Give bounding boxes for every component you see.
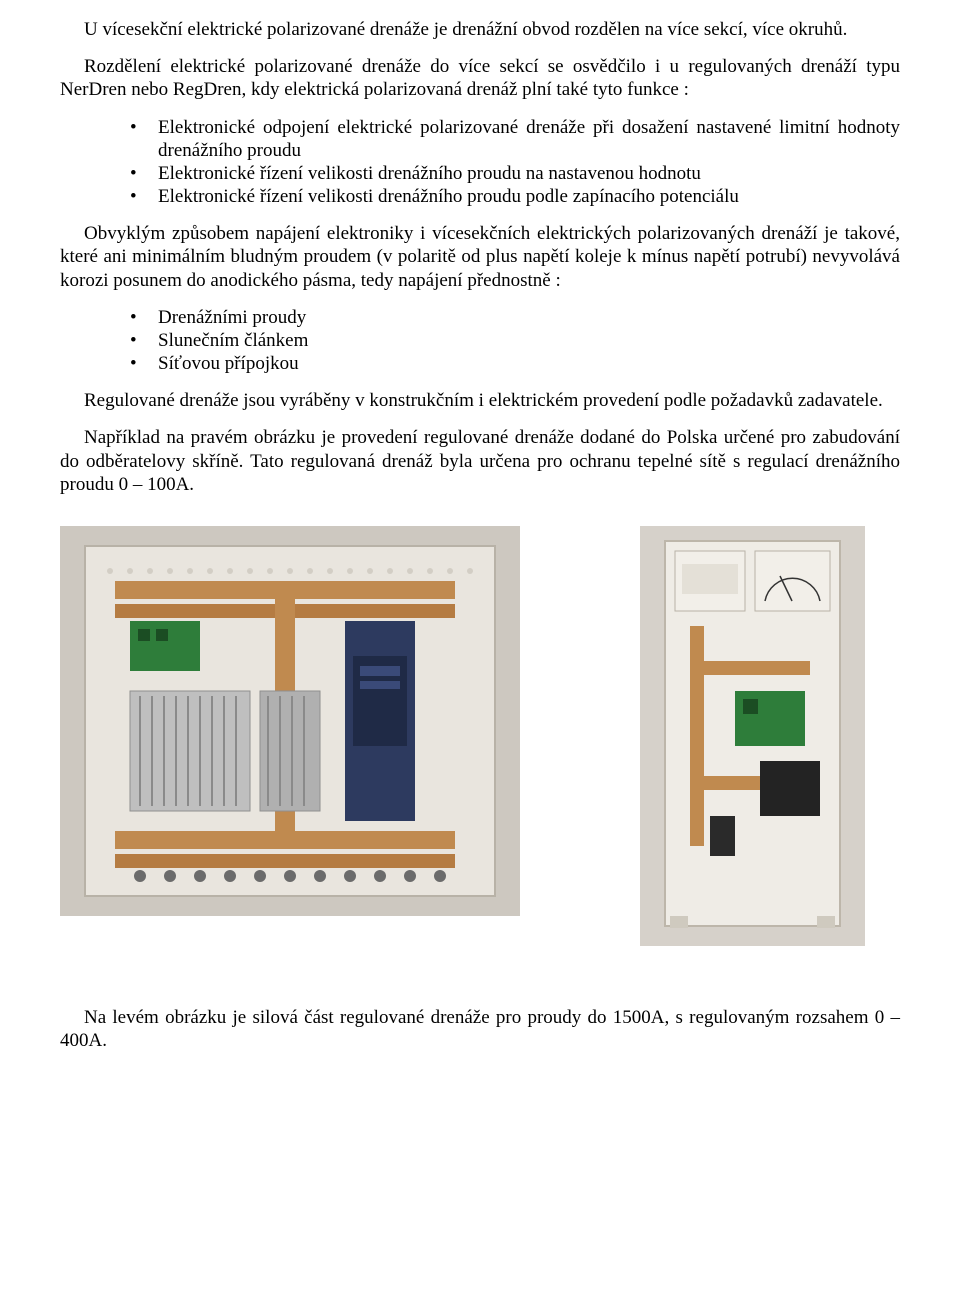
- paragraph-6: Na levém obrázku je silová část regulova…: [60, 1006, 900, 1052]
- device-photo-icon: [60, 526, 520, 916]
- list-item: Síťovou přípojkou: [130, 352, 900, 375]
- paragraph-2: Rozdělení elektrické polarizované drenáž…: [60, 55, 900, 101]
- list-item: Elektronické řízení velikosti drenážního…: [130, 185, 900, 208]
- paragraph-1: U vícesekční elektrické polarizované dre…: [60, 18, 900, 41]
- list-item: Drenážními proudy: [130, 306, 900, 329]
- device-photo-icon: [640, 526, 865, 946]
- photo-right-enclosure: [640, 526, 865, 946]
- list-item: Elektronické odpojení elektrické polariz…: [130, 116, 900, 162]
- bullet-list-2: Drenážními proudy Slunečním článkem Síťo…: [60, 306, 900, 376]
- paragraph-4: Regulované drenáže jsou vyráběny v konst…: [60, 389, 900, 412]
- paragraph-3: Obvyklým způsobem napájení elektroniky i…: [60, 222, 900, 292]
- list-item: Elektronické řízení velikosti drenážního…: [130, 162, 900, 185]
- paragraph-5: Například na pravém obrázku je provedení…: [60, 426, 900, 496]
- photo-row: [60, 526, 900, 946]
- document-page: U vícesekční elektrické polarizované dre…: [0, 0, 960, 1106]
- bullet-list-1: Elektronické odpojení elektrické polariz…: [60, 116, 900, 209]
- list-item: Slunečním článkem: [130, 329, 900, 352]
- photo-left-power-section: [60, 526, 520, 916]
